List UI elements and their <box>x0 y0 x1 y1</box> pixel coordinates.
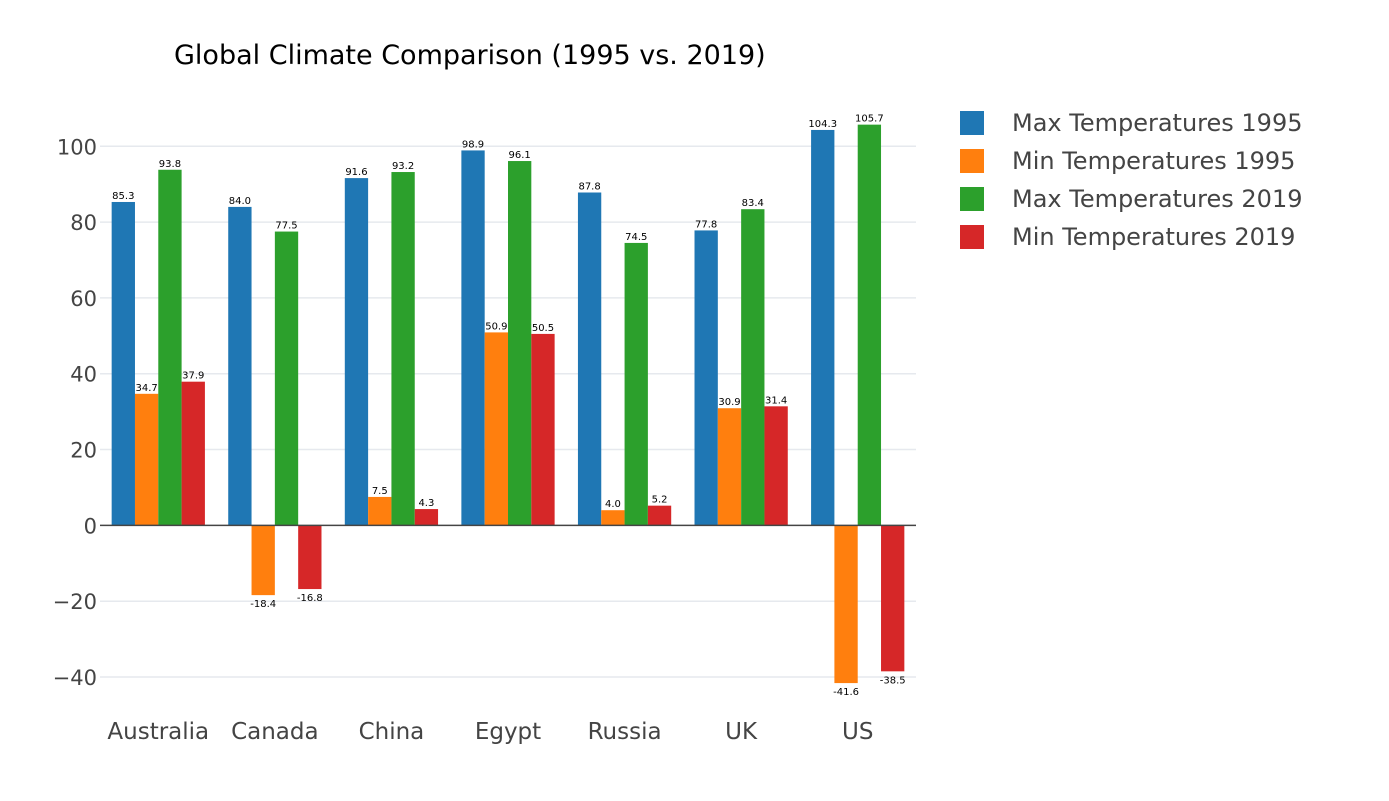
bar <box>134 393 159 526</box>
bar <box>647 505 672 526</box>
x-tick-label: China <box>359 719 425 745</box>
bar <box>181 381 205 526</box>
bar <box>577 192 602 526</box>
y-tick-label: −40 <box>53 666 97 690</box>
bar <box>228 206 252 526</box>
legend-swatch <box>960 225 984 249</box>
legend-swatch <box>960 187 984 211</box>
bar-data-label: 4.3 <box>418 498 434 509</box>
bar-data-label: 98.9 <box>462 139 484 150</box>
bar-data-label: 96.1 <box>509 150 531 161</box>
bar <box>601 510 625 526</box>
legend-item-max-2019[interactable]: Max Temperatures 2019 <box>960 180 1302 218</box>
bar-data-label: 77.5 <box>275 221 297 232</box>
bar-data-label: 91.6 <box>345 167 367 178</box>
x-tick-label: Egypt <box>475 719 541 745</box>
legend-item-min-1995[interactable]: Min Temperatures 1995 <box>960 142 1302 180</box>
chart-title: Global Climate Comparison (1995 vs. 2019… <box>174 40 766 71</box>
bar-data-label: 50.5 <box>532 323 554 334</box>
legend-label: Max Temperatures 2019 <box>1012 185 1303 213</box>
bar <box>881 525 905 672</box>
legend-item-max-1995[interactable]: Max Temperatures 1995 <box>960 104 1302 142</box>
bar-data-label: -18.4 <box>250 599 276 610</box>
bar <box>158 169 182 526</box>
bar-data-label: 30.9 <box>718 397 740 408</box>
bar-data-label: 83.4 <box>742 198 764 209</box>
bar-data-label: -41.6 <box>833 687 859 698</box>
legend[interactable]: Max Temperatures 1995 Min Temperatures 1… <box>960 104 1302 256</box>
bar-data-label: 4.0 <box>605 499 621 510</box>
bar-data-label: 105.7 <box>855 114 884 125</box>
bar <box>811 129 835 526</box>
bar <box>717 408 742 526</box>
bar-data-label: 84.0 <box>229 196 251 207</box>
bar <box>834 525 858 684</box>
legend-label: Max Temperatures 1995 <box>1012 109 1303 137</box>
legend-swatch <box>960 111 984 135</box>
bar-data-label: 7.5 <box>372 486 388 497</box>
bar <box>391 172 415 526</box>
legend-swatch <box>960 149 984 173</box>
bar <box>694 230 718 526</box>
bar-data-label: 104.3 <box>808 119 837 130</box>
bar-data-label: 87.8 <box>578 182 600 193</box>
bar <box>857 124 882 526</box>
y-tick-label: 40 <box>70 363 97 387</box>
y-tick-label: 100 <box>57 135 97 159</box>
y-tick-label: 60 <box>70 287 97 311</box>
bar <box>298 525 322 590</box>
bar-data-label: 77.8 <box>695 219 717 230</box>
y-tick-label: −20 <box>53 590 97 614</box>
bar <box>111 201 135 526</box>
bar <box>741 209 765 526</box>
bar <box>624 242 648 526</box>
y-tick-label: 0 <box>84 514 97 538</box>
legend-label: Min Temperatures 1995 <box>1012 147 1296 175</box>
legend-label: Min Temperatures 2019 <box>1012 223 1296 251</box>
bar-data-label: 37.9 <box>182 371 204 382</box>
bar <box>414 509 439 526</box>
bar <box>764 406 788 526</box>
x-tick-label: Canada <box>231 719 319 745</box>
bar <box>251 525 275 596</box>
legend-item-min-2019[interactable]: Min Temperatures 2019 <box>960 218 1302 256</box>
bar <box>274 231 299 526</box>
bar <box>484 332 508 526</box>
x-tick-label: US <box>842 719 873 745</box>
bar-data-label: 31.4 <box>765 395 787 406</box>
y-tick-label: 20 <box>70 439 97 463</box>
bar-data-label: 93.8 <box>159 159 181 170</box>
bar-data-label: 34.7 <box>135 383 157 394</box>
bar-data-label: 85.3 <box>112 191 134 202</box>
bar-data-label: 5.2 <box>652 495 668 506</box>
bar-data-label: 74.5 <box>625 232 647 243</box>
bar <box>531 333 555 526</box>
x-tick-label: Russia <box>588 719 662 745</box>
y-tick-label: 80 <box>70 211 97 235</box>
bar-data-label: 50.9 <box>485 321 507 332</box>
bar-data-label: -38.5 <box>880 675 906 686</box>
bar-data-label: -16.8 <box>297 593 323 604</box>
bar <box>368 496 392 526</box>
bar <box>461 150 485 526</box>
bar <box>508 161 532 526</box>
x-tick-label: UK <box>725 719 758 745</box>
bar-data-label: 93.2 <box>392 161 414 172</box>
bar <box>344 178 369 526</box>
x-tick-label: Australia <box>107 719 209 745</box>
